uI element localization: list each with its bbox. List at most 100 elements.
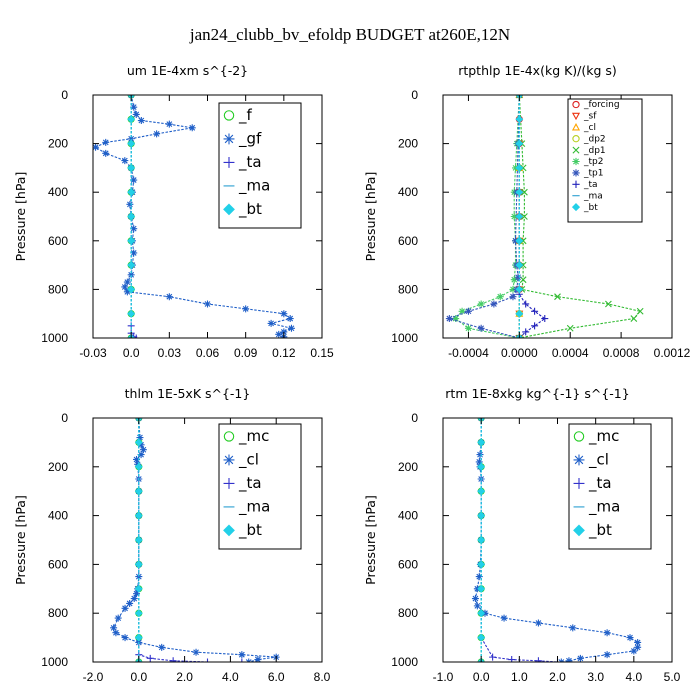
x-tick-label: 8.0 (314, 670, 331, 684)
data-point (464, 307, 472, 315)
data-point (110, 624, 118, 632)
data-point (477, 511, 486, 520)
data-point (477, 487, 486, 496)
data-point (489, 653, 497, 661)
y-axis-label: Pressure [hPa] (363, 495, 378, 585)
data-point (534, 619, 542, 627)
legend-entry: _forcing (583, 100, 620, 110)
legend-entry: _cl (238, 450, 259, 469)
plot-frame (92, 417, 323, 663)
data-point (137, 441, 145, 449)
x-tick-label: 2.0 (176, 670, 193, 684)
legend-entry: _tp2 (583, 157, 603, 167)
data-point (134, 487, 143, 496)
legend-marker (573, 454, 585, 466)
legend-entry: _ma (588, 497, 620, 516)
series-group (445, 95, 644, 338)
data-point (132, 334, 140, 338)
data-point (127, 115, 136, 124)
y-tick-label: 1000 (41, 331, 68, 345)
legend-box (218, 102, 302, 229)
data-point (134, 609, 143, 618)
data-point (515, 163, 524, 172)
y-tick-label: 1000 (391, 655, 418, 669)
data-point (569, 624, 577, 632)
y-tick-label: 200 (398, 137, 418, 151)
x-tick-label: 2.0 (549, 670, 566, 684)
data-point (102, 149, 110, 157)
data-point (137, 451, 145, 459)
data-point (127, 135, 135, 143)
y-tick-label: 200 (48, 460, 68, 474)
x-tick-label: 0.12 (272, 346, 296, 360)
chart-panel-3: thlm 1E-5xK s^{-1} Pressure [hPa] -2.0 0.0 2… (13, 386, 331, 684)
data-point (477, 560, 486, 569)
panel-title: rtpthlp 1E-4x(kg K)/(kg s) (458, 63, 617, 78)
legend-entry: _ma (583, 191, 603, 201)
series-group (471, 418, 642, 662)
x-tick-label: 0.09 (234, 346, 258, 360)
data-point (114, 614, 122, 622)
data-point (134, 462, 143, 471)
legend-entry: _ma (238, 497, 270, 516)
data-point (626, 634, 634, 642)
y-tick-label: 400 (398, 509, 418, 523)
legend-marker (223, 524, 235, 537)
data-point (121, 283, 129, 291)
y-tick-label: 0 (411, 411, 418, 425)
legend-entry: _bt (238, 521, 262, 540)
y-tick-label: 800 (48, 606, 68, 620)
data-point (133, 590, 141, 598)
y-axis-label: Pressure [hPa] (13, 495, 28, 585)
legend-entry: _ma (238, 176, 270, 195)
data-point (127, 285, 136, 294)
data-point (134, 584, 143, 593)
data-point (477, 633, 486, 642)
data-point (146, 654, 154, 662)
data-point (121, 634, 129, 642)
legend-marker (223, 431, 235, 442)
legend-marker (573, 524, 585, 537)
data-point (254, 656, 262, 662)
data-point (132, 110, 140, 118)
data-point (522, 328, 530, 336)
y-tick-label: 0 (61, 88, 68, 102)
panel-title: rtm 1E-8xkg kg^{-1} s^{-1} (445, 386, 629, 401)
data-point (476, 451, 484, 459)
data-point (127, 212, 136, 221)
y-tick-label: 600 (398, 234, 418, 248)
chart-panel-4: rtm 1E-8xkg kg^{-1} s^{-1} Pressure [hPa]… (363, 386, 681, 684)
data-point (473, 602, 481, 610)
data-point (475, 458, 483, 466)
data-point (126, 200, 134, 208)
data-point (130, 176, 138, 184)
legend-marker (223, 133, 235, 145)
data-point (121, 604, 129, 612)
data-point (565, 657, 573, 662)
data-point (242, 305, 250, 313)
legend-marker (572, 135, 580, 143)
x-tick-label: 1.0 (511, 670, 528, 684)
data-point (123, 278, 131, 286)
data-point (477, 536, 486, 544)
data-point (496, 293, 504, 301)
data-point (130, 225, 138, 233)
legend-marker (223, 477, 235, 489)
x-tick-label: 0.0004 (552, 346, 589, 360)
legend-entry: _mc (238, 427, 269, 446)
data-point (127, 188, 136, 197)
legend-marker (223, 156, 235, 168)
x-tick-label: 0.0008 (603, 346, 640, 360)
legend-marker (572, 180, 580, 188)
legend-marker (572, 100, 580, 109)
legend-entry: _gf (238, 129, 262, 148)
panel-title: thlm 1E-5xK s^{-1} (125, 386, 251, 401)
legend-entry: _dp2 (583, 134, 606, 144)
data-point (531, 307, 539, 315)
legend-entry: _ta (238, 474, 262, 493)
data-point (541, 315, 549, 323)
data-point (127, 271, 135, 279)
data-point (452, 315, 460, 323)
data-point (134, 438, 143, 447)
x-tick-label: 4.0 (625, 670, 642, 684)
